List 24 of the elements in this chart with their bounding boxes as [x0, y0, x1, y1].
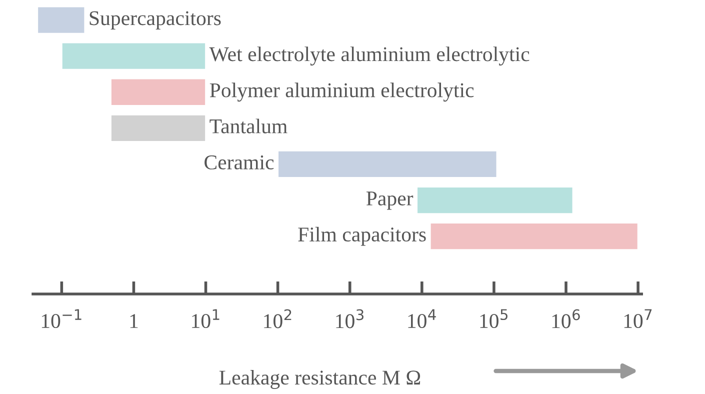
x-axis-title: Leakage resistance M Ω [219, 370, 420, 389]
bar [429, 222, 639, 251]
bar [60, 42, 206, 70]
y-tick-label: Polymer aluminium electrolytic [210, 82, 474, 102]
y-tick-label: Ceramic [204, 155, 274, 170]
x-tick-label: 10$^{7}$ [624, 309, 652, 328]
bar [277, 150, 498, 178]
x-tick-label: 10$^{2}$ [264, 309, 292, 328]
y-tick-label: Tantalum [210, 118, 288, 134]
x-tick-label: 10$^{5}$ [480, 309, 508, 328]
bar [110, 114, 206, 142]
y-tick-label: Film capacitors [298, 226, 426, 246]
x-tick-label: 10$^{3}$ [336, 309, 364, 328]
x-tick-label: 10$^{1}$ [192, 309, 220, 328]
x-tick-label: 10$^{−1}$ [42, 309, 82, 328]
y-tick-label: Wet electrolyte aluminium electrolytic [209, 46, 530, 66]
bar [36, 6, 86, 34]
x-tick-label: 10$^{4}$ [408, 309, 436, 328]
y-tick-label: Paper [366, 192, 414, 210]
y-tick-label: Supercapacitors [90, 11, 221, 30]
x-tick-label: 1 [130, 314, 138, 328]
bar [416, 186, 574, 214]
bar [110, 78, 206, 106]
x-tick-label: 10$^{6}$ [552, 309, 580, 328]
